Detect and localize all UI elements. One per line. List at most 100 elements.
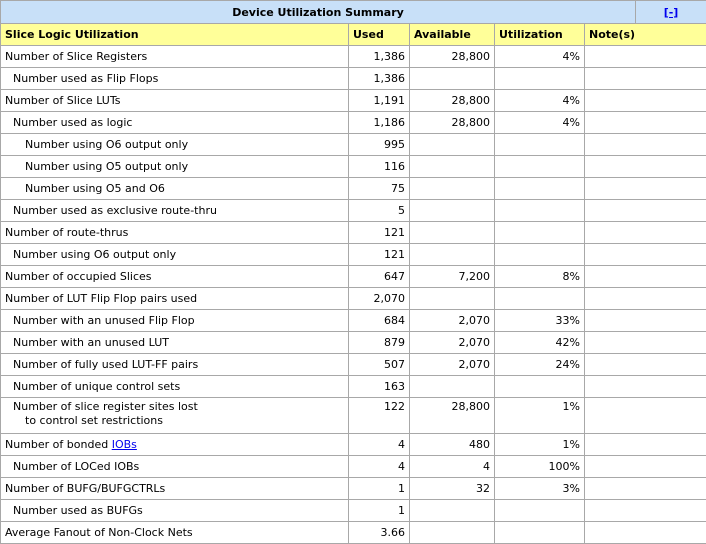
row-used: 1: [348, 477, 410, 500]
row-label: Number of LUT Flip Flop pairs used: [0, 287, 349, 310]
row-notes: [584, 375, 706, 398]
row-used: 507: [348, 353, 410, 376]
row-notes: [584, 133, 706, 156]
row-available: [409, 155, 495, 178]
row-available: 28,800: [409, 397, 495, 434]
row-label: Number using O5 and O6: [0, 177, 349, 200]
iobs-link[interactable]: IOBs: [111, 438, 137, 451]
row-label: Number of bonded IOBs: [0, 433, 349, 456]
row-notes: [584, 111, 706, 134]
collapse-toggle-link[interactable]: [-]: [663, 5, 679, 19]
row-label: Number used as logic: [0, 111, 349, 134]
table-row: Number used as Flip Flops 1,386: [0, 67, 706, 90]
row-notes: [584, 177, 706, 200]
row-used: 75: [348, 177, 410, 200]
row-available: 480: [409, 433, 495, 456]
row-notes: [584, 455, 706, 478]
row-available: [409, 499, 495, 522]
row-label: Number of occupied Slices: [0, 265, 349, 288]
row-used: 1,191: [348, 89, 410, 112]
row-used: 1,386: [348, 67, 410, 90]
table-row: Average Fanout of Non-Clock Nets 3.66: [0, 521, 706, 544]
row-utilization: [494, 287, 585, 310]
row-used: 684: [348, 309, 410, 332]
row-label: Number used as BUFGs: [0, 499, 349, 522]
row-used: 4: [348, 455, 410, 478]
row-notes: [584, 89, 706, 112]
row-label: Number using O5 output only: [0, 155, 349, 178]
row-available: [409, 199, 495, 222]
row-notes: [584, 433, 706, 456]
row-label: Number of Slice Registers: [0, 45, 349, 68]
table-row: Number of slice register sites lost to co…: [0, 397, 706, 434]
table-row: Number of occupied Slices 647 7,200 8%: [0, 265, 706, 288]
collapse-toggle-cell: [-]: [635, 0, 706, 24]
row-utilization: 4%: [494, 45, 585, 68]
row-utilization: 4%: [494, 89, 585, 112]
header-slice-logic: Slice Logic Utilization: [0, 23, 349, 46]
row-label: Number of unique control sets: [0, 375, 349, 398]
table-row: Number with an unused LUT 879 2,070 42%: [0, 331, 706, 354]
row-notes: [584, 265, 706, 288]
table-row: Number using O6 output only 995: [0, 133, 706, 156]
row-available: 7,200: [409, 265, 495, 288]
row-used: 4: [348, 433, 410, 456]
row-available: 2,070: [409, 331, 495, 354]
title-row: Device Utilization Summary [-]: [0, 0, 706, 24]
table-row: Number using O5 output only 116: [0, 155, 706, 178]
table-title: Device Utilization Summary: [0, 0, 636, 24]
header-row: Slice Logic Utilization Used Available U…: [0, 23, 706, 46]
row-label: Number of slice register sites lost to co…: [0, 397, 349, 434]
row-utilization: [494, 199, 585, 222]
row-available: 28,800: [409, 89, 495, 112]
row-used: 995: [348, 133, 410, 156]
table-row: Number using O6 output only 121: [0, 243, 706, 266]
row-label-line1: Number of slice register sites lost: [13, 400, 198, 413]
table-row: Number of bonded IOBs 4 480 1%: [0, 433, 706, 456]
row-utilization: 3%: [494, 477, 585, 500]
row-used: 122: [348, 397, 410, 434]
row-utilization: [494, 375, 585, 398]
row-notes: [584, 397, 706, 434]
row-label: Average Fanout of Non-Clock Nets: [0, 521, 349, 544]
row-available: [409, 221, 495, 244]
row-utilization: 1%: [494, 433, 585, 456]
row-utilization: [494, 155, 585, 178]
row-label: Number of LOCed IOBs: [0, 455, 349, 478]
table-row: Number of unique control sets 163: [0, 375, 706, 398]
table-row: Number of Slice Registers 1,386 28,800 4…: [0, 45, 706, 68]
row-available: [409, 133, 495, 156]
row-available: [409, 287, 495, 310]
table-row: Number used as BUFGs 1: [0, 499, 706, 522]
row-notes: [584, 331, 706, 354]
row-used: 3.66: [348, 521, 410, 544]
row-used: 2,070: [348, 287, 410, 310]
row-utilization: 24%: [494, 353, 585, 376]
row-utilization: [494, 221, 585, 244]
row-available: [409, 375, 495, 398]
table-row: Number used as exclusive route-thru 5: [0, 199, 706, 222]
table-row: Number of LOCed IOBs 4 4 100%: [0, 455, 706, 478]
row-notes: [584, 309, 706, 332]
table-row: Number of fully used LUT-FF pairs 507 2,…: [0, 353, 706, 376]
row-notes: [584, 155, 706, 178]
row-available: [409, 67, 495, 90]
row-utilization: [494, 133, 585, 156]
row-utilization: [494, 499, 585, 522]
header-utilization: Utilization: [494, 23, 585, 46]
row-notes: [584, 199, 706, 222]
row-used: 121: [348, 221, 410, 244]
row-available: [409, 243, 495, 266]
table-row: Number of LUT Flip Flop pairs used 2,070: [0, 287, 706, 310]
row-utilization: [494, 177, 585, 200]
row-label: Number used as exclusive route-thru: [0, 199, 349, 222]
row-notes: [584, 45, 706, 68]
row-used: 5: [348, 199, 410, 222]
row-utilization: [494, 67, 585, 90]
row-used: 1,186: [348, 111, 410, 134]
row-label: Number of Slice LUTs: [0, 89, 349, 112]
row-notes: [584, 67, 706, 90]
row-utilization: 33%: [494, 309, 585, 332]
row-available: 2,070: [409, 353, 495, 376]
row-used: 879: [348, 331, 410, 354]
